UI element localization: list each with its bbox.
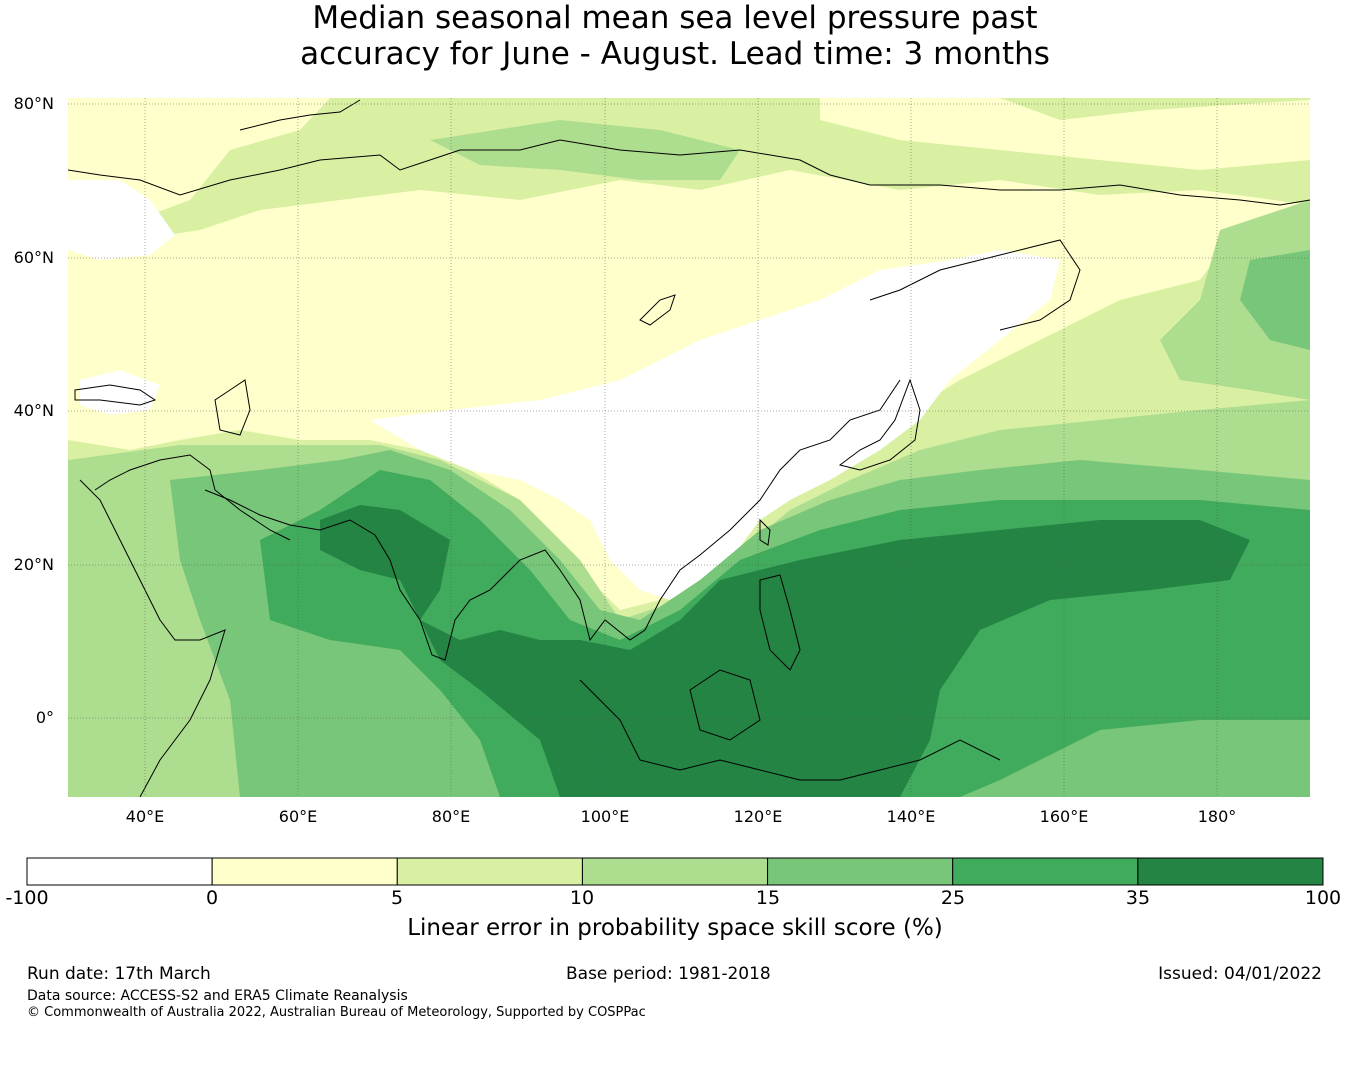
colorbar-swatch	[952, 857, 1139, 886]
colorbar-tick: 100	[1304, 887, 1342, 909]
lat-label-20n: 20°N	[13, 555, 54, 574]
colorbar-label: Linear error in probability space skill …	[407, 915, 943, 941]
lon-label-80e: 80°E	[431, 807, 471, 826]
skill-region-negative	[370, 250, 1060, 600]
colorbar-tick: 10	[569, 887, 595, 909]
skill-region-negative-west	[68, 180, 175, 260]
run-date: Run date: 17th March	[27, 964, 211, 984]
colorbar-swatch	[767, 857, 954, 886]
colorbar-tick: 5	[390, 887, 404, 909]
lon-label-40e: 40°E	[125, 807, 165, 826]
data-source: Data source: ACCESS-S2 and ERA5 Climate …	[27, 988, 408, 1004]
lon-label-60e: 60°E	[278, 807, 318, 826]
lon-label-160e: 160°E	[1039, 807, 1089, 826]
colorbar-swatch	[581, 857, 769, 886]
title-line-2: accuracy for June - August. Lead time: 3…	[300, 36, 1050, 72]
lat-label-80n: 80°N	[13, 94, 54, 113]
colorbar-swatch	[26, 857, 213, 886]
colorbar-swatch	[1137, 857, 1324, 886]
skill-region-10-15-north	[430, 120, 1310, 400]
colorbar-swatch	[396, 857, 583, 886]
lat-label-60n: 60°N	[13, 248, 54, 267]
colorbar-tick: 25	[940, 887, 966, 909]
skill-region-35-100	[320, 505, 1250, 797]
lon-label-180: 180°	[1197, 807, 1237, 826]
copyright: © Commonwealth of Australia 2022, Austra…	[27, 1005, 646, 1020]
map-area	[68, 98, 1310, 797]
colorbar-tick: -100	[5, 887, 49, 909]
colorbar-swatch	[211, 857, 398, 886]
chart-title: Median seasonal mean sea level pressure …	[0, 0, 1350, 72]
colorbar-tick: 0	[205, 887, 219, 909]
issued-date: Issued: 04/01/2022	[1158, 964, 1322, 984]
lon-label-120e: 120°E	[733, 807, 783, 826]
colorbar	[26, 857, 1324, 886]
skill-region-0-5-north	[820, 98, 1310, 170]
colorbar-tick: 35	[1125, 887, 1151, 909]
graticule	[68, 98, 1310, 797]
coastlines	[68, 99, 1310, 797]
lon-label-140e: 140°E	[886, 807, 936, 826]
title-line-1: Median seasonal mean sea level pressure …	[312, 0, 1038, 36]
lat-label-0: 0°	[35, 708, 54, 727]
lat-label-40n: 40°N	[13, 401, 54, 420]
base-period: Base period: 1981-2018	[566, 964, 771, 984]
skill-region-15-25-pacific-ne	[1240, 250, 1310, 350]
skill-region-negative-caspian	[80, 370, 160, 415]
colorbar-tick: 15	[755, 887, 781, 909]
lon-label-100e: 100°E	[580, 807, 630, 826]
